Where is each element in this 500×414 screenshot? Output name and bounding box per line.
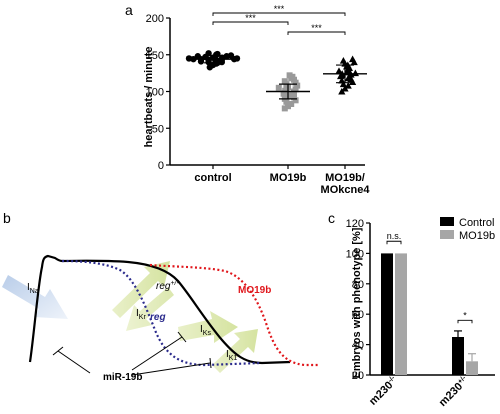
panel-a-y-tick-label: 150	[146, 50, 164, 62]
mo19b-mokcne4-data-point	[339, 57, 347, 64]
control-data-point	[214, 50, 221, 58]
panel-a-significance-brackets: *** *** ***	[212, 4, 346, 35]
panel-c-y-tick-label: 60	[352, 309, 364, 321]
mo19b-mokcne4-data-point	[335, 67, 343, 74]
panel-b-action-potential-diagram: INa IKr IKs IK1 reg+/- reg MO19b miR-19b	[2, 254, 318, 383]
ina-arrow	[2, 275, 68, 319]
control-bar	[381, 253, 393, 375]
legend-swatch	[440, 217, 454, 226]
panel-c-y-tick-label: 80	[352, 279, 364, 291]
panel-c-y-tick-label: 120	[346, 218, 364, 230]
legend-label: Control	[459, 217, 494, 229]
mo19b-bar	[466, 361, 478, 375]
significance-bracket	[287, 31, 346, 35]
inhibition-line-ik1	[131, 362, 211, 376]
mo19b-data-point	[285, 103, 291, 110]
mo19b-data-point	[275, 84, 282, 91]
inhibition-bar-ik1	[209, 357, 212, 369]
panel-c-y-tick-label: 20	[352, 370, 364, 382]
mo19b-mokcne4-data-point	[339, 80, 347, 88]
significance-label: ***	[274, 4, 285, 14]
inhibition-line-ina	[57, 350, 91, 374]
iks-label: IKs	[200, 324, 211, 337]
mo19b-data-point	[288, 100, 295, 107]
panel-c-y-axis-label: Embryos with phenotype [%]	[351, 227, 363, 378]
mo19b-data-point	[281, 105, 288, 112]
legend-label: MO19b	[459, 230, 495, 242]
panel-c-category-label: m230+/-	[437, 374, 472, 409]
panel-a-category-labels: control MO19b MO19b/MOkcne4	[194, 172, 370, 196]
panel-c-y-tick-label: 40	[352, 340, 364, 352]
panel-a-category-label: MO19b/	[325, 172, 365, 184]
panel-a-axes: 0 50 100 150 200	[146, 13, 365, 172]
mo19b-mokcne4-data-point	[338, 76, 346, 84]
panel-c-letter: c	[328, 210, 335, 226]
panel-a-y-tick-label: 0	[158, 160, 164, 172]
reg-plus-arrow	[112, 261, 170, 318]
ik1-arrow	[212, 329, 258, 373]
reg-label: reg	[150, 312, 166, 323]
inhibition-line-iks	[131, 336, 183, 371]
significance-label: *	[463, 310, 467, 320]
panel-a-y-tick-label: 100	[146, 87, 164, 99]
significance-label: n.s.	[387, 231, 402, 241]
ik1-label: IK1	[226, 349, 237, 362]
iks-arrow	[178, 311, 238, 343]
panel-c-category-labels: m230-/- m230+/-	[367, 374, 472, 409]
panel-a-letter: a	[125, 2, 133, 18]
significance-label: ***	[311, 23, 322, 33]
significance-bracket	[212, 12, 346, 16]
mo19b-label: MO19b	[238, 285, 271, 296]
ikr-label: IKr	[136, 308, 146, 321]
control-action-potential-curve	[28, 254, 291, 365]
panel-c-category-label: m230-/-	[367, 374, 401, 408]
reg-plus-label: reg+/-	[156, 280, 179, 292]
panel-a-y-axis-label: heartbeats / minute	[143, 47, 155, 148]
ina-label: INa	[27, 282, 39, 295]
panel-c-annotations: n.s. *	[386, 231, 473, 324]
control-data-point	[194, 53, 201, 60]
panel-c-bar-chart: Embryos with phenotype [%] 20 40 60 80 100 12…	[346, 217, 495, 409]
mo19b-bar	[395, 253, 407, 375]
mo19b-data-point	[281, 78, 288, 85]
inhibition-bar-ina	[52, 346, 64, 356]
panel-a-category-label: MO19b	[270, 172, 307, 184]
inhibition-bar-iks	[177, 331, 187, 343]
panel-b-letter: b	[3, 210, 11, 226]
legend-swatch	[440, 230, 454, 239]
panel-a-category-label: MOkcne4	[321, 184, 371, 196]
control-data-point	[205, 50, 212, 57]
mo19b-mokcne4-data-point	[349, 55, 357, 63]
significance-label: ***	[245, 13, 256, 23]
panel-a-y-tick-label: 50	[152, 123, 164, 135]
control-data-point	[227, 52, 235, 59]
panel-a-category-label: control	[194, 172, 231, 184]
control-data-point	[185, 55, 193, 62]
panel-a-y-tick-label: 200	[146, 13, 164, 25]
panel-c-bars	[381, 253, 478, 375]
significance-bracket	[386, 240, 402, 245]
significance-bracket	[457, 319, 473, 324]
mo19b-action-potential-curve	[149, 263, 318, 367]
panel-c-y-tick-label: 100	[346, 248, 364, 260]
panel-a-points	[185, 50, 367, 112]
control-bar	[452, 337, 464, 375]
ikr-arrow	[126, 287, 174, 331]
significance-bracket	[212, 21, 289, 25]
control-data-point	[233, 55, 241, 62]
mo19b-data-point	[286, 72, 293, 79]
mo19b-data-point	[292, 86, 299, 93]
mo19b-mokcne4-data-point	[351, 69, 359, 77]
mir-19b-label: miR-19b	[103, 372, 142, 383]
